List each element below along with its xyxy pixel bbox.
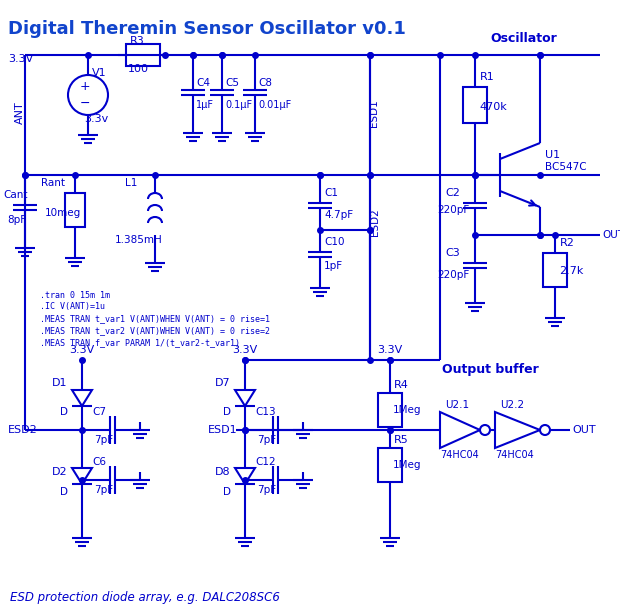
Text: C12: C12 (255, 457, 276, 467)
Text: U2.2: U2.2 (500, 400, 524, 410)
Text: 7pF: 7pF (257, 435, 276, 445)
Text: +: + (80, 80, 91, 92)
Text: D: D (223, 487, 231, 497)
Text: 1pF: 1pF (324, 261, 343, 271)
Text: 74HC04: 74HC04 (495, 450, 534, 460)
Text: OUT_OSC: OUT_OSC (602, 230, 620, 241)
Text: R5: R5 (394, 435, 409, 445)
Text: Output buffer: Output buffer (441, 364, 538, 376)
Text: D2: D2 (52, 467, 68, 477)
Text: U1: U1 (545, 150, 560, 160)
Bar (378, 393, 402, 427)
Text: R2: R2 (560, 238, 575, 248)
Text: C7: C7 (92, 407, 106, 417)
Text: 2.7k: 2.7k (559, 266, 583, 276)
Text: 3.3V: 3.3V (378, 345, 402, 355)
Text: D: D (223, 407, 231, 417)
Text: C10: C10 (324, 237, 345, 247)
Text: C6: C6 (92, 457, 106, 467)
Text: 3.3V: 3.3V (8, 54, 33, 64)
Bar (378, 448, 402, 482)
Text: .MEAS TRAN t_var1 V(ANT)WHEN V(ANT) = 0 rise=1: .MEAS TRAN t_var1 V(ANT)WHEN V(ANT) = 0 … (40, 315, 270, 324)
Text: C1: C1 (324, 188, 338, 198)
Text: Rant: Rant (41, 178, 65, 188)
Text: C4: C4 (196, 78, 210, 88)
Bar (543, 253, 567, 287)
Text: ESD2: ESD2 (370, 208, 380, 236)
Text: .tran 0 15m 1m: .tran 0 15m 1m (40, 291, 110, 299)
Text: 470k: 470k (479, 102, 507, 112)
Text: Digital Theremin Sensor Oscillator v0.1: Digital Theremin Sensor Oscillator v0.1 (8, 20, 406, 38)
Text: D1: D1 (52, 378, 68, 388)
Text: C2: C2 (445, 188, 460, 198)
Text: OUT: OUT (572, 425, 596, 435)
Text: 10meg: 10meg (45, 208, 81, 218)
Text: 3.3V: 3.3V (69, 345, 95, 355)
Text: ESD1: ESD1 (208, 425, 237, 435)
Text: 0.1μF: 0.1μF (225, 100, 252, 110)
Text: C13: C13 (255, 407, 276, 417)
Text: D: D (60, 487, 68, 497)
Text: BC547C: BC547C (545, 162, 587, 172)
Text: Cant: Cant (3, 190, 27, 200)
Bar (463, 87, 487, 123)
Text: 1Meg: 1Meg (393, 405, 422, 415)
Text: 8pF: 8pF (7, 215, 26, 225)
Text: −: − (80, 97, 91, 110)
Text: 3.3V: 3.3V (232, 345, 258, 355)
Text: L1: L1 (125, 178, 138, 188)
Text: C8: C8 (258, 78, 272, 88)
Text: R3: R3 (130, 36, 144, 46)
Text: 1Meg: 1Meg (393, 460, 422, 470)
Text: 4.7pF: 4.7pF (324, 210, 353, 220)
Text: 220pF: 220pF (437, 205, 469, 215)
Text: ANT: ANT (15, 102, 25, 124)
Text: C5: C5 (225, 78, 239, 88)
Text: D: D (60, 407, 68, 417)
Text: 1.385mH: 1.385mH (115, 235, 162, 245)
Bar (126, 44, 160, 66)
Text: R4: R4 (394, 380, 409, 390)
Text: R1: R1 (480, 72, 495, 82)
Text: ESD2: ESD2 (8, 425, 38, 435)
Text: .IC V(ANT)=1u: .IC V(ANT)=1u (40, 302, 105, 312)
Text: ESD1: ESD1 (369, 99, 379, 127)
Text: D7: D7 (215, 378, 231, 388)
Text: 220pF: 220pF (437, 270, 469, 280)
Text: D8: D8 (215, 467, 231, 477)
Text: C3: C3 (445, 248, 460, 258)
Text: 100: 100 (128, 64, 149, 74)
Text: U2.1: U2.1 (445, 400, 469, 410)
Text: 7pF: 7pF (257, 485, 276, 495)
Text: 74HC04: 74HC04 (440, 450, 479, 460)
Text: 0.01μF: 0.01μF (258, 100, 291, 110)
Bar (65, 193, 85, 227)
Text: ESD protection diode array, e.g. DALC208SC6: ESD protection diode array, e.g. DALC208… (10, 592, 280, 605)
Text: 1μF: 1μF (196, 100, 214, 110)
Text: .MEAS TRAN t_var2 V(ANT)WHEN V(ANT) = 0 rise=2: .MEAS TRAN t_var2 V(ANT)WHEN V(ANT) = 0 … (40, 326, 270, 335)
Text: 7pF: 7pF (94, 435, 113, 445)
Text: .MEAS TRAN f_var PARAM 1/(t_var2-t_var1): .MEAS TRAN f_var PARAM 1/(t_var2-t_var1) (40, 338, 240, 348)
Text: Oscillator: Oscillator (490, 31, 557, 45)
Text: 3.3v: 3.3v (84, 114, 108, 124)
Text: 7pF: 7pF (94, 485, 113, 495)
Text: V1: V1 (92, 68, 107, 78)
